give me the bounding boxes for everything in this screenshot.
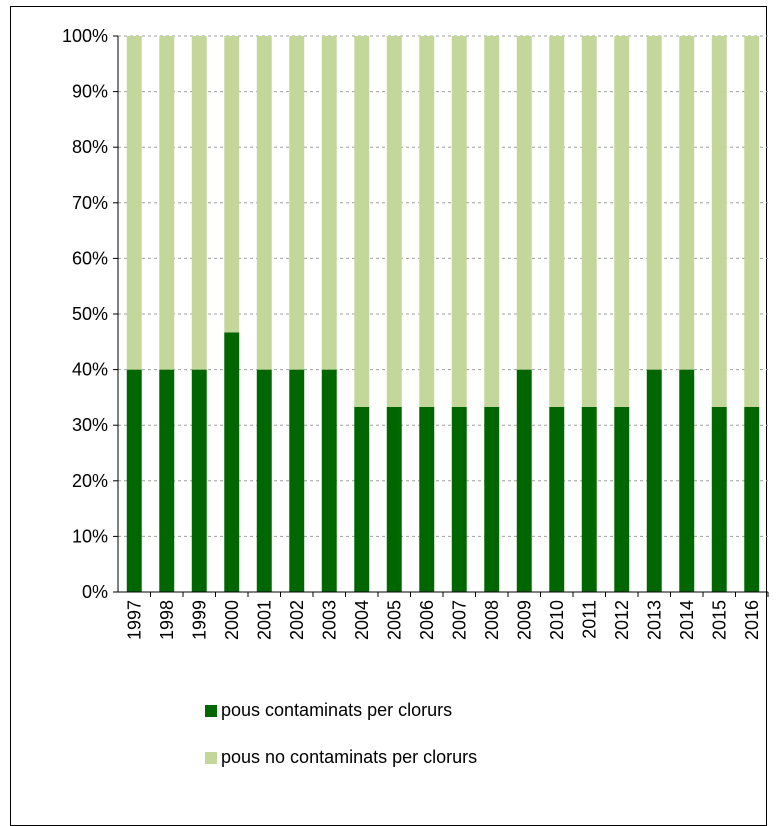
y-tick-label: 70% bbox=[72, 193, 108, 213]
y-tick-labels: 0% 10% 20% 30% 40% 50% 60% 70% 80% 90% 100% bbox=[62, 26, 118, 602]
x-tick-label: 1997 bbox=[124, 600, 144, 640]
legend-item-contaminated: pous contaminats per clorurs bbox=[205, 700, 452, 721]
legend-swatch-contaminated bbox=[205, 704, 217, 717]
bar-segment-not-contaminated bbox=[159, 36, 175, 370]
bar-segment-not-contaminated bbox=[484, 36, 500, 407]
stacked-bar-chart: 0%10%20%30%40%50%60%70%80%90%100% 1997 19… bbox=[62, 26, 769, 640]
bar-segment-contaminated bbox=[646, 369, 662, 592]
bar-segment-contaminated bbox=[224, 332, 240, 592]
bar-segment-contaminated bbox=[581, 406, 597, 592]
bar-segment-contaminated bbox=[321, 369, 337, 592]
y-tick-label: 30% bbox=[72, 415, 108, 435]
bar-segment-contaminated bbox=[614, 406, 630, 592]
bar-segment-not-contaminated bbox=[581, 36, 597, 407]
y-tick-label: 100% bbox=[62, 26, 108, 46]
bar-segment-contaminated bbox=[679, 369, 695, 592]
y-tick-label: 0% bbox=[82, 582, 108, 602]
bar-segment-contaminated bbox=[419, 406, 435, 592]
bar-segment-contaminated bbox=[484, 406, 500, 592]
bar-segment-contaminated bbox=[451, 406, 467, 592]
x-tick-label: 2010 bbox=[547, 600, 567, 640]
x-tick-label: 2006 bbox=[417, 600, 437, 640]
x-tick-label: 1998 bbox=[157, 600, 177, 640]
legend-label-not-contaminated: pous no contaminats per clorurs bbox=[221, 747, 478, 767]
bar-segment-contaminated bbox=[516, 369, 532, 592]
bar-segment-not-contaminated bbox=[711, 36, 727, 407]
x-tick-label: 2016 bbox=[742, 600, 762, 640]
x-tick-label: 2015 bbox=[709, 600, 729, 640]
bar-segment-not-contaminated bbox=[451, 36, 467, 407]
bar-segment-not-contaminated bbox=[646, 36, 662, 370]
bar-segment-not-contaminated bbox=[126, 36, 142, 370]
bar-segment-not-contaminated bbox=[386, 36, 402, 407]
x-tick-label: 2001 bbox=[254, 600, 274, 640]
x-tick-label: 2000 bbox=[222, 600, 242, 640]
x-tick-label: 2009 bbox=[514, 600, 534, 640]
bar-segment-not-contaminated bbox=[354, 36, 370, 407]
y-tick-label: 10% bbox=[72, 526, 108, 546]
bar-segment-contaminated bbox=[744, 406, 760, 592]
legend-item-not-contaminated: pous no contaminats per clorurs bbox=[205, 747, 477, 768]
y-tick-label: 60% bbox=[72, 248, 108, 268]
bar-segment-not-contaminated bbox=[614, 36, 630, 407]
bar-segment-contaminated bbox=[549, 406, 565, 592]
legend-swatch-not-contaminated bbox=[205, 751, 217, 764]
x-tick-label: 2002 bbox=[287, 600, 307, 640]
gridlines bbox=[118, 35, 768, 537]
y-tick-label: 40% bbox=[72, 360, 108, 380]
y-tick-label: 20% bbox=[72, 471, 108, 491]
y-tick-label: 80% bbox=[72, 137, 108, 157]
bar-segment-contaminated bbox=[289, 369, 305, 592]
x-tick-label: 2013 bbox=[644, 600, 664, 640]
x-tick-label: 2005 bbox=[384, 600, 404, 640]
legend-label-contaminated: pous contaminats per clorurs bbox=[221, 700, 453, 720]
bar-segment-not-contaminated bbox=[289, 36, 305, 370]
x-tick-label: 2014 bbox=[677, 600, 697, 640]
bars bbox=[126, 36, 760, 592]
x-tick-label: 2011 bbox=[579, 600, 599, 639]
x-tick-label: 1999 bbox=[189, 600, 209, 640]
bar-segment-not-contaminated bbox=[191, 36, 207, 370]
bar-segment-contaminated bbox=[256, 369, 272, 592]
bar-segment-contaminated bbox=[126, 369, 142, 592]
x-tick-label: 2012 bbox=[612, 600, 632, 640]
bar-segment-not-contaminated bbox=[256, 36, 272, 370]
bar-segment-not-contaminated bbox=[549, 36, 565, 407]
bar-segment-not-contaminated bbox=[679, 36, 695, 370]
y-tick-label: 90% bbox=[72, 82, 108, 102]
bar-segment-not-contaminated bbox=[516, 36, 532, 370]
x-tick-label: 2008 bbox=[482, 600, 502, 640]
bar-segment-contaminated bbox=[711, 406, 727, 592]
x-tick-label: 2007 bbox=[449, 600, 469, 640]
x-tick-label: 2004 bbox=[352, 600, 372, 640]
bar-segment-not-contaminated bbox=[321, 36, 337, 370]
bar-segment-contaminated bbox=[354, 406, 370, 592]
bar-segment-not-contaminated bbox=[419, 36, 435, 407]
x-tick-label: 2003 bbox=[319, 600, 339, 640]
bar-segment-not-contaminated bbox=[744, 36, 760, 407]
bar-segment-contaminated bbox=[191, 369, 207, 592]
bar-segment-contaminated bbox=[159, 369, 175, 592]
bar-segment-contaminated bbox=[386, 406, 402, 592]
y-tick-label: 50% bbox=[72, 304, 108, 324]
x-tick-labels: 1997 1998 1999 2000 2001 2002 2003 2004 2005 2006… bbox=[124, 592, 769, 640]
bar-segment-not-contaminated bbox=[224, 36, 240, 333]
